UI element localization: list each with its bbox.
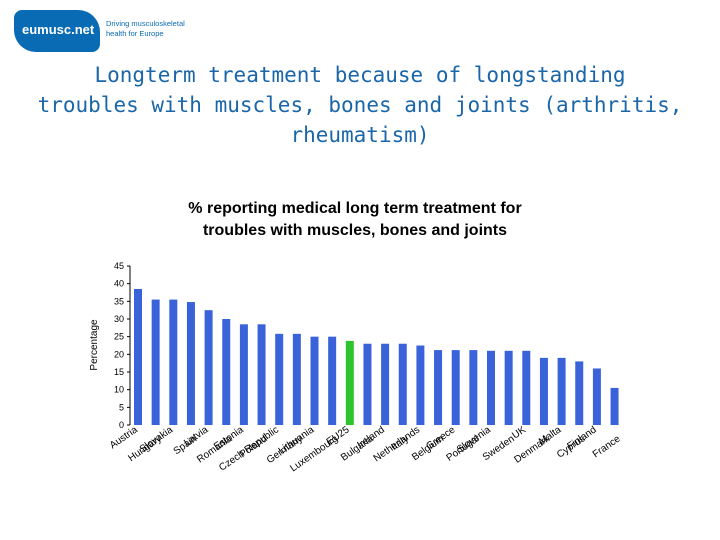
bars: [134, 288, 619, 425]
bar-slovakia: [169, 299, 178, 425]
y-tick-label: 45: [114, 261, 124, 271]
bar-luxembourg: [328, 336, 337, 425]
slide-title: Longterm treatment because of longstandi…: [30, 60, 690, 150]
bar-slovenia: [487, 350, 495, 425]
bar-netherlands: [416, 345, 425, 425]
bar-denmark: [539, 357, 548, 425]
bar-france: [610, 387, 619, 425]
bar-sweden: [504, 350, 513, 425]
logo-tagline: Driving musculoskeletal health for Europ…: [106, 19, 196, 39]
bar-finland: [592, 368, 601, 425]
eumusc-logo: eumusc.net Driving musculoskeletal healt…: [14, 10, 185, 52]
logo-tagline-line1: Driving musculoskeletal: [106, 19, 185, 28]
category-label: Latvia: [182, 424, 211, 449]
bar-cyprus: [575, 361, 584, 425]
logo-name: eumusc.net: [22, 22, 95, 37]
bar-latvia: [204, 310, 213, 425]
logo-mark: eumusc.net: [14, 10, 100, 52]
bar-italy: [398, 343, 407, 425]
bar-belgium: [434, 350, 443, 425]
category-label: Slovakia: [138, 424, 176, 455]
bar-greece: [451, 350, 460, 425]
y-tick-label: 10: [114, 385, 124, 395]
category-label: Czech Republic: [217, 424, 281, 473]
y-tick-label: 15: [114, 367, 124, 377]
bar-portugal: [469, 350, 478, 425]
bar-hungary: [151, 299, 160, 425]
bar-eu25: [345, 340, 354, 425]
chart-title-line2: troubles with muscles, bones and joints: [203, 222, 507, 239]
y-tick-label: 0: [119, 420, 124, 430]
y-tick-label: 35: [114, 296, 124, 306]
bar-estonia: [239, 324, 248, 425]
slide-title-line3: rheumatism): [290, 123, 430, 147]
y-tick-label: 30: [114, 314, 124, 324]
bar-uk: [522, 350, 531, 425]
slide-title-line1: Longterm treatment because of longstandi…: [94, 63, 626, 87]
chart-title-line1: % reporting medical long term treatment …: [188, 200, 521, 217]
category-label: EU25: [325, 424, 352, 448]
bar-lithuania: [310, 336, 319, 425]
bar-poland: [257, 324, 266, 425]
bar-czech-republic: [275, 333, 284, 425]
y-tick-label: 25: [114, 332, 124, 342]
bar-bulgaria: [363, 343, 372, 425]
slide-title-line2: troubles with muscles, bones and joints …: [37, 93, 683, 117]
y-tick-label: 20: [114, 349, 124, 359]
bar-austria: [134, 288, 142, 425]
bar-germany: [292, 333, 301, 425]
y-tick-label: 40: [114, 279, 124, 289]
y-tick-label: 5: [119, 402, 124, 412]
y-ticks: 0 5 10 15 20 25 30 35 40 45: [114, 261, 130, 430]
bar-malta: [557, 357, 566, 425]
y-axis-label: Percentage: [89, 319, 100, 371]
bar-ireland: [381, 343, 390, 425]
category-labels: AustriaHungarySlovakiaSpainLatviaRomania…: [108, 424, 623, 474]
category-label: Malta: [537, 424, 564, 447]
bar-romania: [222, 319, 231, 425]
logo-tagline-line2: health for Europe: [106, 29, 164, 38]
bar-spain: [186, 302, 195, 425]
category-label: France: [591, 433, 623, 460]
